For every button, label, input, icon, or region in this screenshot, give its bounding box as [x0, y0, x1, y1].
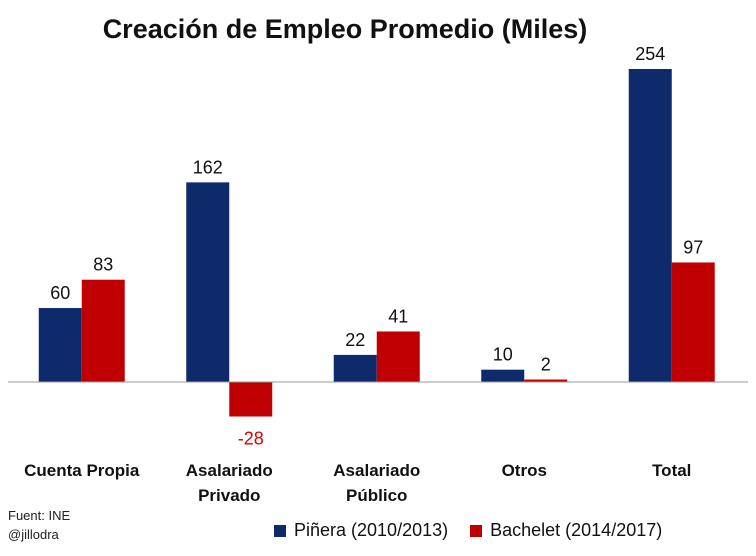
- data-label-bachelet-4: 97: [683, 237, 703, 257]
- category-label-1-line-0: Asalariado: [186, 461, 273, 480]
- data-label-bachelet-2: 41: [388, 306, 408, 326]
- legend-label-bachelet: Bachelet (2014/2017): [490, 520, 663, 540]
- bar-bachelet-3: [524, 379, 568, 382]
- category-label-1-line-1: Privado: [198, 486, 260, 505]
- category-label-0-line-0: Cuenta Propia: [24, 461, 140, 480]
- bar-pinera-4: [628, 69, 672, 382]
- data-label-pinera-2: 22: [345, 330, 365, 350]
- bar-pinera-2: [333, 354, 377, 382]
- bar-pinera-1: [186, 182, 230, 382]
- legend-item-pinera: Piñera (2010/2013): [274, 520, 448, 541]
- bar-bachelet-4: [671, 262, 715, 382]
- data-label-bachelet-0: 83: [93, 255, 113, 275]
- legend-swatch-pinera: [274, 524, 286, 537]
- category-label-4-line-0: Total: [652, 461, 691, 480]
- bar-pinera-0: [38, 308, 82, 382]
- data-label-pinera-0: 60: [50, 283, 70, 303]
- legend-item-bachelet: Bachelet (2014/2017): [470, 520, 662, 541]
- chart-title: Creación de Empleo Promedio (Miles): [102, 14, 588, 44]
- category-label-3-line-0: Otros: [502, 461, 547, 480]
- bar-bachelet-2: [376, 331, 420, 382]
- category-label-2-line-0: Asalariado: [333, 461, 420, 480]
- data-label-bachelet-3: 2: [541, 355, 551, 375]
- data-label-pinera-3: 10: [493, 345, 513, 365]
- data-label-bachelet-1: -28: [238, 429, 264, 449]
- legend: Piñera (2010/2013) Bachelet (2014/2017): [274, 520, 684, 541]
- legend-label-pinera: Piñera (2010/2013): [294, 520, 449, 540]
- bar-bachelet-1: [229, 382, 273, 417]
- source-label: Fuent: INE: [8, 508, 71, 523]
- bar-pinera-3: [481, 369, 525, 382]
- legend-swatch-bachelet: [470, 524, 483, 537]
- author-handle: @jillodra: [8, 527, 59, 542]
- bar-bachelet-0: [81, 279, 125, 382]
- data-label-pinera-1: 162: [193, 157, 223, 177]
- data-label-pinera-4: 254: [635, 44, 665, 64]
- category-label-2-line-1: Público: [346, 486, 407, 505]
